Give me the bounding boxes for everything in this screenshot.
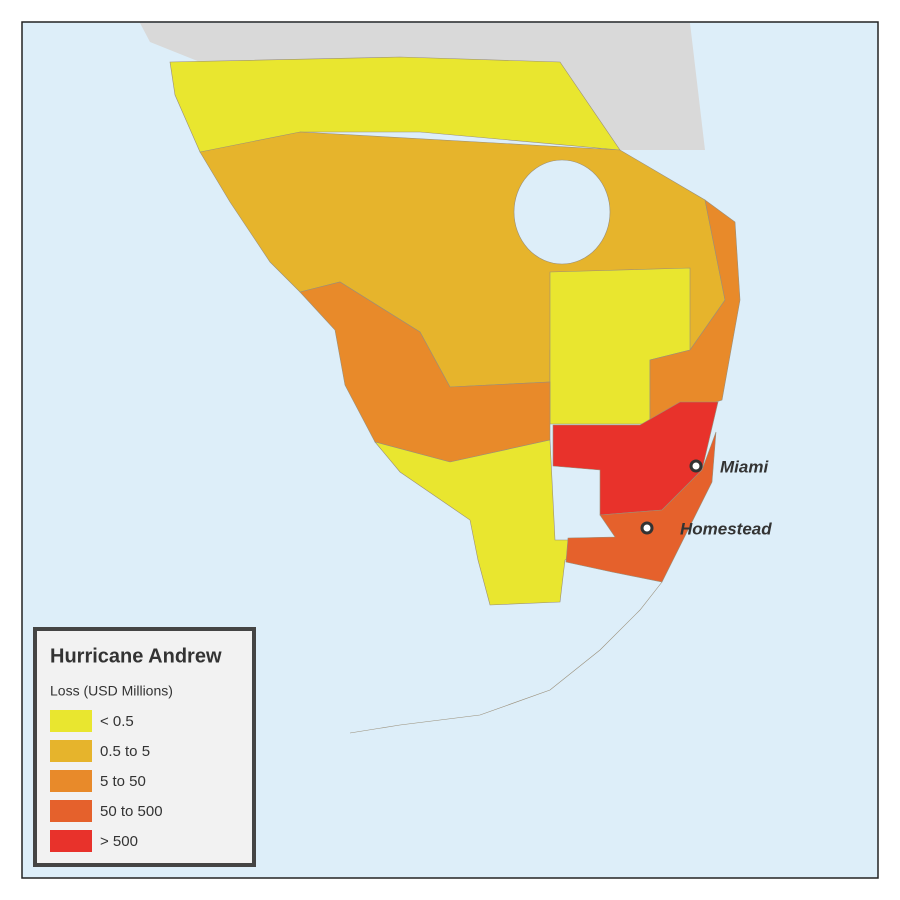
legend: Hurricane Andrew Loss (USD Millions) < 0… <box>33 627 256 867</box>
unmapped-land <box>140 23 705 150</box>
lake-okeechobee <box>513 159 611 265</box>
legend-swatch <box>50 800 92 822</box>
legend-label: 50 to 500 <box>100 803 163 820</box>
legend-label: < 0.5 <box>100 713 134 730</box>
city-marker <box>689 459 703 473</box>
legend-swatch <box>50 710 92 732</box>
legend-subtitle: Loss (USD Millions) <box>50 683 173 699</box>
city-marker <box>640 521 654 535</box>
legend-swatch <box>50 830 92 852</box>
city-label: Homestead <box>680 519 772 538</box>
city-label: Miami <box>720 457 769 476</box>
legend-swatch <box>50 740 92 762</box>
legend-swatch <box>50 770 92 792</box>
legend-title: Hurricane Andrew <box>50 645 222 667</box>
region <box>374 439 602 606</box>
region <box>349 581 663 734</box>
legend-label: > 500 <box>100 833 138 850</box>
legend-label: 5 to 50 <box>100 773 146 790</box>
region <box>169 56 621 181</box>
region <box>565 431 717 583</box>
legend-label: 0.5 to 5 <box>100 743 150 760</box>
